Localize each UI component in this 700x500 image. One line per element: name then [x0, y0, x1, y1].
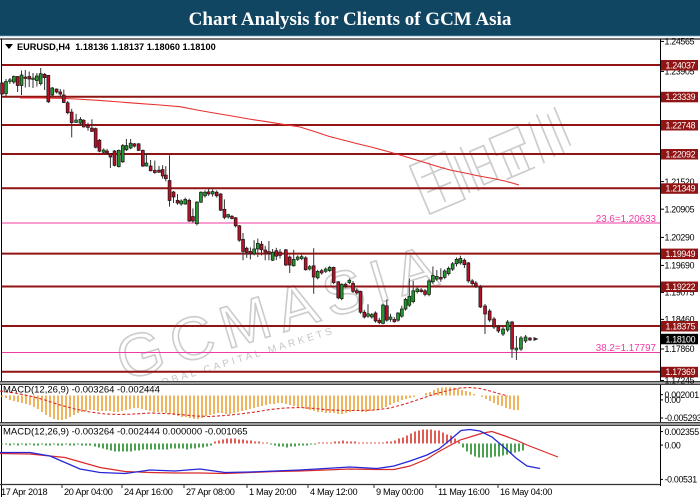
svg-text:1.23339: 1.23339: [666, 92, 696, 102]
svg-text:11 May 16:00: 11 May 16:00: [438, 487, 490, 497]
svg-text:1.18375: 1.18375: [666, 321, 696, 331]
svg-text:MACD(12,26,9) -0.003264 -0.002: MACD(12,26,9) -0.003264 -0.002444 0.0000…: [3, 427, 248, 438]
svg-text:-0.005293: -0.005293: [665, 413, 700, 423]
svg-text:-0.00531: -0.00531: [665, 475, 698, 485]
svg-text:16 May 04:00: 16 May 04:00: [500, 487, 552, 497]
svg-text:1.24037: 1.24037: [666, 60, 696, 70]
svg-text:1.19690: 1.19690: [665, 261, 695, 271]
svg-text:0.002001: 0.002001: [665, 390, 700, 400]
svg-text:1.17245: 1.17245: [665, 376, 695, 386]
svg-text:1.23905: 1.23905: [665, 67, 695, 77]
svg-text:23.6=1.20633: 23.6=1.20633: [596, 214, 657, 225]
svg-text:1.22748: 1.22748: [666, 120, 696, 130]
svg-text:17 Apr 2018: 17 Apr 2018: [1, 487, 47, 497]
svg-text:20 Apr 04:00: 20 Apr 04:00: [64, 487, 113, 497]
svg-text:1 May 20:00: 1 May 20:00: [249, 487, 296, 497]
svg-text:1.18100: 1.18100: [666, 334, 696, 344]
svg-text:1.17860: 1.17860: [665, 344, 695, 354]
svg-text:Chart Analysis for Clients of: Chart Analysis for Clients of GCM Asia: [189, 9, 512, 30]
svg-text:0.00: 0.00: [665, 395, 681, 405]
svg-text:9 May 00:00: 9 May 00:00: [376, 487, 423, 497]
svg-text:MACD(12,26,9) -0.003264 -0.002: MACD(12,26,9) -0.003264 -0.002444: [3, 385, 160, 396]
svg-text:1.20290: 1.20290: [665, 233, 695, 243]
svg-text:1.19949: 1.19949: [666, 249, 696, 259]
svg-text:38.2=1.17797: 38.2=1.17797: [596, 343, 656, 354]
svg-text:1.18460: 1.18460: [665, 315, 695, 325]
svg-text:24 Apr 16:00: 24 Apr 16:00: [124, 487, 173, 497]
svg-text:1.19075: 1.19075: [665, 288, 695, 298]
svg-text:1.20905: 1.20905: [665, 204, 695, 214]
svg-text:1.24565: 1.24565: [665, 37, 695, 47]
svg-text:1.21349: 1.21349: [666, 184, 696, 194]
svg-text:1.17369: 1.17369: [666, 367, 696, 377]
svg-text:0.00: 0.00: [665, 440, 681, 450]
svg-text:4 May 12:00: 4 May 12:00: [310, 487, 357, 497]
svg-text:EURUSD,H4 1.18136 1.18137 1.1: EURUSD,H4 1.18136 1.18137 1.18060 1.1810…: [17, 42, 216, 52]
svg-text:1.22092: 1.22092: [666, 149, 696, 159]
svg-text:1.21520: 1.21520: [665, 177, 695, 187]
svg-text:1.19222: 1.19222: [666, 282, 696, 292]
svg-text:27 Apr 08:00: 27 Apr 08:00: [186, 487, 235, 497]
svg-text:0.002355: 0.002355: [665, 427, 700, 437]
